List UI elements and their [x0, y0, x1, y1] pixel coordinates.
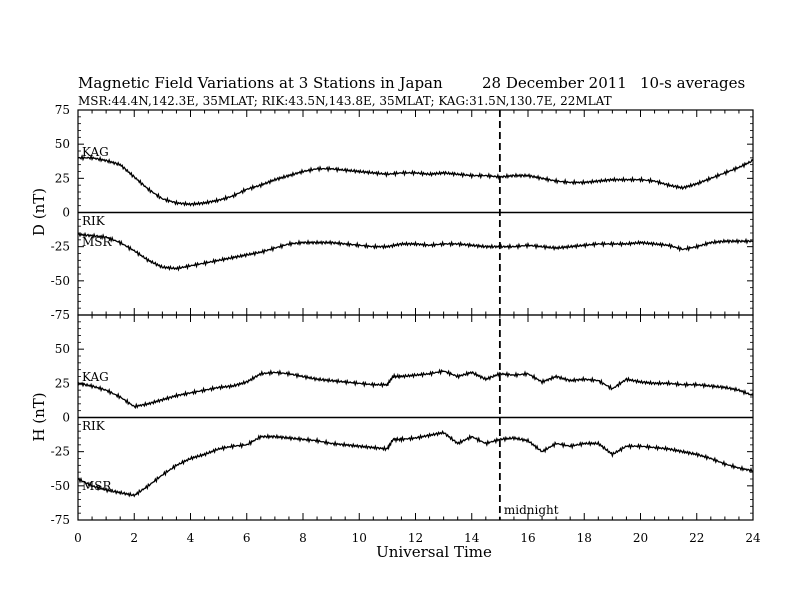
x-tick-label: 22: [689, 531, 704, 545]
x-tick-label: 8: [299, 531, 307, 545]
panel-h-label-rik: RIK: [82, 419, 106, 433]
panel-d-ytick-label: 0: [62, 206, 70, 220]
panel-h-ytick-label: 50: [55, 342, 70, 356]
panel-h-ytick-label: 25: [55, 376, 70, 390]
panel-h-label-kag: KAG: [82, 370, 109, 384]
x-axis-label: Universal Time: [376, 543, 492, 561]
panel-d-trace-msr: [77, 231, 754, 272]
panel-h-trace-kag: [77, 368, 754, 410]
x-tick-label: 20: [633, 531, 648, 545]
panel-h-trace-msr: [77, 429, 754, 498]
x-tick-label: 14: [464, 531, 480, 545]
x-tick-label: 6: [243, 531, 251, 545]
chart-date: 28 December 2011: [482, 74, 627, 92]
panel-h-ytick-label: -50: [51, 479, 70, 493]
x-tick-label: 18: [577, 531, 592, 545]
panel-h-ytick-label: 0: [62, 411, 70, 425]
panel-d-ytick-label: 50: [55, 137, 70, 151]
chart-subtitle: MSR:44.4N,142.3E, 35MLAT; RIK:43.5N,143.…: [78, 94, 612, 108]
panel-d-ylabel: D (nT): [30, 188, 48, 236]
panel-d-ytick-label: -50: [51, 274, 70, 288]
x-tick-label: 10: [352, 531, 367, 545]
panel-d-label-msr: MSR: [82, 235, 113, 249]
panel-d-ytick-label: 75: [55, 103, 70, 117]
midnight-label: midnight: [504, 503, 559, 517]
panel-d-label-kag: KAG: [82, 145, 109, 159]
panel-d-ytick-label: 25: [55, 171, 70, 185]
x-tick-label: 4: [187, 531, 195, 545]
panel-h-ylabel: H (nT): [30, 392, 48, 441]
chart-title: Magnetic Field Variations at 3 Stations …: [78, 74, 443, 92]
panel-d-ytick-label: -25: [51, 240, 70, 254]
panel-d-label-rik: RIK: [82, 214, 106, 228]
panel-h-ytick-label: -25: [51, 445, 70, 459]
x-tick-label: 12: [408, 531, 423, 545]
panel-h-ytick-label: -75: [51, 513, 70, 527]
panel-d-trace-kag: [77, 154, 754, 207]
traces-layer: [77, 154, 754, 498]
x-tick-label: 24: [745, 531, 761, 545]
x-tick-label: 16: [520, 531, 535, 545]
panel-d-ytick-label: -75: [51, 308, 70, 322]
x-tick-label: 0: [74, 531, 82, 545]
panel-h-label-msr: MSR: [82, 479, 113, 493]
chart-averaging: 10-s averages: [640, 74, 745, 92]
x-tick-label: 2: [130, 531, 138, 545]
